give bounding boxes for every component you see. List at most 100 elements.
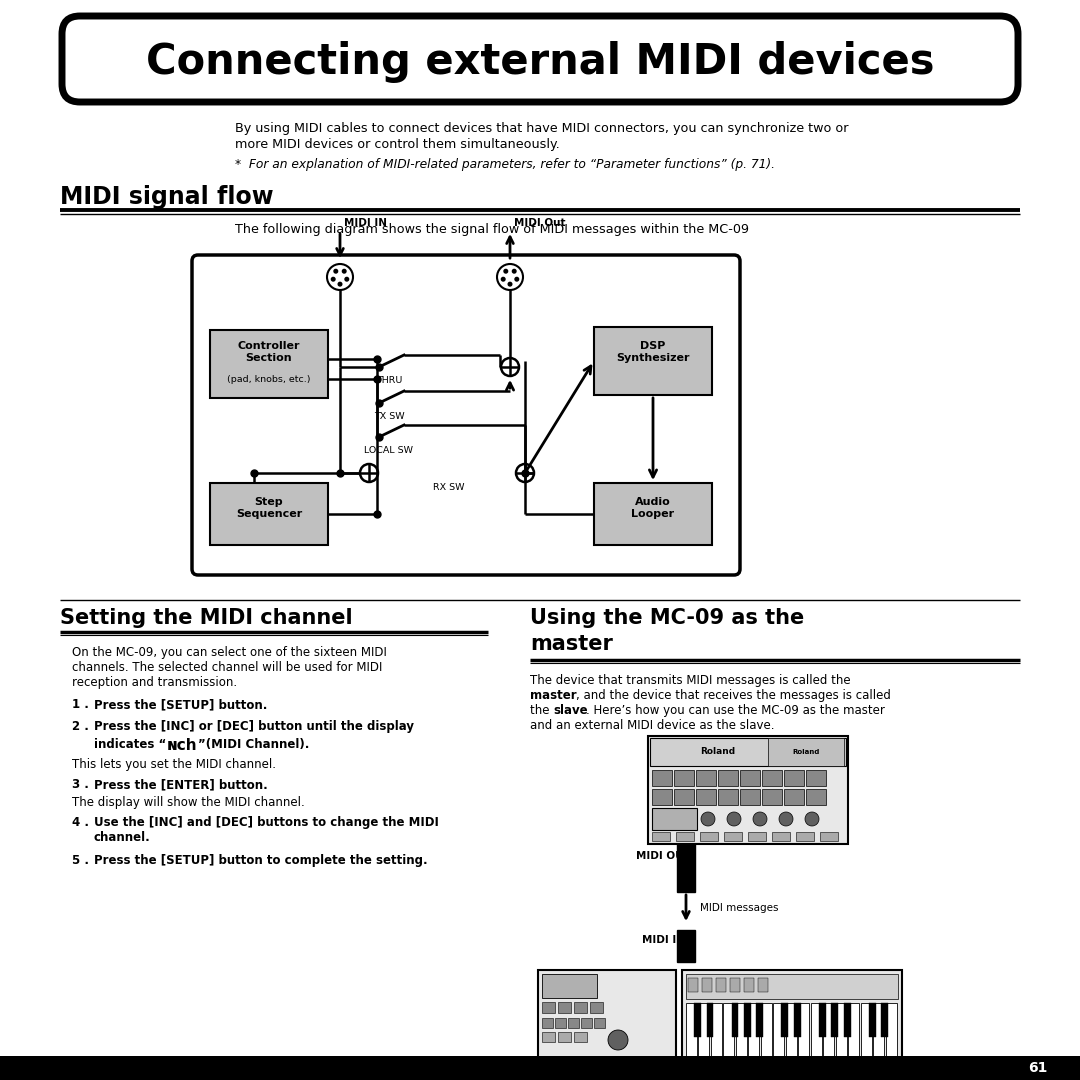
Text: MIDI IN: MIDI IN <box>642 935 685 945</box>
FancyBboxPatch shape <box>674 789 694 805</box>
Circle shape <box>727 812 741 826</box>
FancyBboxPatch shape <box>768 738 843 766</box>
Text: MIDI Out: MIDI Out <box>514 218 566 228</box>
Text: 5 .: 5 . <box>72 854 89 867</box>
FancyBboxPatch shape <box>848 1003 859 1058</box>
FancyBboxPatch shape <box>786 1003 797 1058</box>
FancyBboxPatch shape <box>772 832 789 841</box>
FancyBboxPatch shape <box>555 1018 566 1028</box>
FancyBboxPatch shape <box>811 1003 822 1058</box>
FancyBboxPatch shape <box>819 1003 826 1037</box>
Text: master: master <box>530 634 612 654</box>
Text: By using MIDI cables to connect devices that have MIDI connectors, you can synch: By using MIDI cables to connect devices … <box>235 122 849 135</box>
Text: The following diagram shows the signal flow of MIDI messages within the MC-09: The following diagram shows the signal f… <box>235 222 750 237</box>
Text: MIDI device: MIDI device <box>684 1066 756 1076</box>
Text: LOCAL SW: LOCAL SW <box>365 446 414 455</box>
FancyBboxPatch shape <box>724 1003 734 1058</box>
Circle shape <box>515 278 518 281</box>
Text: Controller
Section: Controller Section <box>238 341 300 363</box>
FancyBboxPatch shape <box>886 1003 896 1058</box>
Circle shape <box>608 1030 627 1050</box>
Text: DSP
Synthesizer: DSP Synthesizer <box>617 341 690 363</box>
FancyBboxPatch shape <box>796 832 814 841</box>
FancyBboxPatch shape <box>702 978 712 993</box>
Text: Audio
Looper: Audio Looper <box>632 497 675 519</box>
FancyBboxPatch shape <box>730 978 740 993</box>
Text: MIDI messages: MIDI messages <box>700 903 779 913</box>
FancyBboxPatch shape <box>568 1018 579 1028</box>
Circle shape <box>753 812 767 826</box>
Text: Step
Sequencer: Step Sequencer <box>235 497 302 519</box>
FancyBboxPatch shape <box>843 1003 851 1037</box>
FancyBboxPatch shape <box>724 832 742 841</box>
Text: MIDI signal flow: MIDI signal flow <box>60 185 273 210</box>
Text: Connecting external MIDI devices: Connecting external MIDI devices <box>146 41 934 83</box>
Text: 4 .: 4 . <box>72 816 89 829</box>
FancyBboxPatch shape <box>573 1002 588 1013</box>
FancyBboxPatch shape <box>648 735 848 843</box>
FancyBboxPatch shape <box>694 1003 701 1037</box>
FancyBboxPatch shape <box>62 16 1018 102</box>
Text: Setting the MIDI channel: Setting the MIDI channel <box>60 608 353 627</box>
FancyBboxPatch shape <box>542 1002 555 1013</box>
Circle shape <box>334 269 338 273</box>
Text: the: the <box>530 704 553 717</box>
Text: Press the [ENTER] button.: Press the [ENTER] button. <box>94 778 268 791</box>
Text: Press the [SETUP] button.: Press the [SETUP] button. <box>94 698 268 711</box>
Circle shape <box>338 282 341 286</box>
FancyBboxPatch shape <box>542 1018 553 1028</box>
Text: This lets you set the MIDI channel.: This lets you set the MIDI channel. <box>72 758 276 771</box>
FancyBboxPatch shape <box>735 1003 747 1058</box>
Circle shape <box>701 812 715 826</box>
Text: ”(MIDI Channel).: ”(MIDI Channel). <box>198 738 309 751</box>
FancyBboxPatch shape <box>748 1003 759 1058</box>
FancyBboxPatch shape <box>650 738 846 766</box>
FancyBboxPatch shape <box>762 770 782 786</box>
Circle shape <box>342 269 346 273</box>
Circle shape <box>509 282 512 286</box>
FancyBboxPatch shape <box>677 843 696 892</box>
FancyBboxPatch shape <box>798 1003 809 1058</box>
Circle shape <box>779 812 793 826</box>
Text: . Here’s how you can use the MC-09 as the master: . Here’s how you can use the MC-09 as th… <box>586 704 885 717</box>
Text: channels. The selected channel will be used for MIDI: channels. The selected channel will be u… <box>72 661 382 674</box>
FancyBboxPatch shape <box>782 1003 788 1037</box>
Text: 2 .: 2 . <box>72 720 89 733</box>
FancyBboxPatch shape <box>686 1003 697 1058</box>
FancyBboxPatch shape <box>794 1003 800 1037</box>
Text: channel.: channel. <box>94 831 151 843</box>
FancyBboxPatch shape <box>832 1003 838 1037</box>
FancyBboxPatch shape <box>881 1003 888 1037</box>
FancyBboxPatch shape <box>744 978 754 993</box>
FancyBboxPatch shape <box>873 1003 885 1058</box>
FancyBboxPatch shape <box>558 1032 571 1042</box>
FancyBboxPatch shape <box>836 1003 847 1058</box>
Text: MIDI OUT: MIDI OUT <box>636 851 691 861</box>
Text: The display will show the MIDI channel.: The display will show the MIDI channel. <box>72 796 305 809</box>
Circle shape <box>332 278 335 281</box>
FancyBboxPatch shape <box>718 789 738 805</box>
FancyBboxPatch shape <box>696 770 716 786</box>
FancyBboxPatch shape <box>538 970 676 1058</box>
FancyBboxPatch shape <box>652 832 670 841</box>
FancyBboxPatch shape <box>652 770 672 786</box>
FancyBboxPatch shape <box>868 1003 876 1037</box>
Text: and an external MIDI device as the slave.: and an external MIDI device as the slave… <box>530 719 774 732</box>
FancyBboxPatch shape <box>652 789 672 805</box>
FancyBboxPatch shape <box>731 1003 739 1037</box>
Text: 3 .: 3 . <box>72 778 89 791</box>
Text: , and the device that receives the messages is called: , and the device that receives the messa… <box>576 689 891 702</box>
FancyBboxPatch shape <box>706 1003 714 1037</box>
Text: indicates “: indicates “ <box>94 738 166 751</box>
FancyBboxPatch shape <box>784 770 804 786</box>
FancyBboxPatch shape <box>756 1003 764 1037</box>
FancyBboxPatch shape <box>677 930 696 962</box>
Text: more MIDI devices or control them simultaneously.: more MIDI devices or control them simult… <box>235 138 559 151</box>
FancyBboxPatch shape <box>594 327 712 395</box>
FancyBboxPatch shape <box>210 483 328 545</box>
Circle shape <box>504 269 508 273</box>
Text: Roland: Roland <box>701 747 735 756</box>
FancyBboxPatch shape <box>210 330 328 399</box>
FancyBboxPatch shape <box>699 1003 710 1058</box>
Circle shape <box>805 812 819 826</box>
